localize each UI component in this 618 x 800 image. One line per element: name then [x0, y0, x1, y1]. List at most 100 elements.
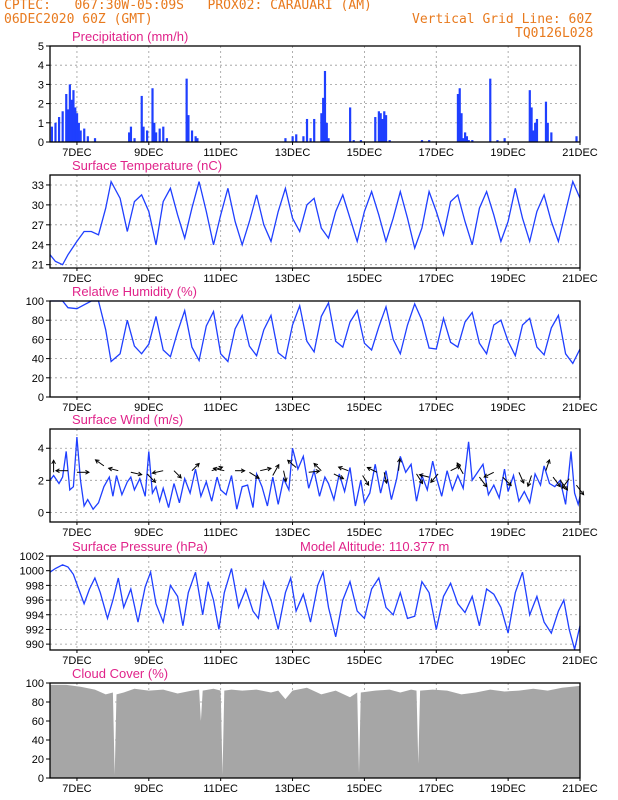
temp-ytick-label: 30	[32, 200, 44, 212]
wind-xtick-label: 21DEC	[562, 527, 598, 539]
precip-bar	[374, 117, 377, 142]
precip-bar	[302, 136, 305, 142]
wind-arrow	[430, 473, 439, 483]
wind-arrow-head	[275, 463, 280, 469]
wind-arrow	[416, 473, 423, 484]
precip-ytick-label: 0	[38, 137, 44, 149]
wind-arrow-head	[151, 470, 157, 475]
wind-arrow	[108, 467, 119, 472]
wind-arrow-head	[151, 478, 157, 484]
precip-bar	[162, 126, 165, 142]
precip-bar	[323, 70, 327, 142]
wind-xtick-label: 11DEC	[203, 527, 238, 539]
wind-xtick-label: 15DEC	[347, 527, 383, 539]
press-xtick-label: 13DEC	[275, 655, 311, 667]
press-ytick-label: 992	[26, 624, 44, 636]
press-ytick-label: 990	[26, 639, 44, 651]
wind-arrow	[313, 463, 322, 472]
wind-arrow-head	[218, 465, 224, 471]
precip-bar	[320, 113, 323, 142]
wind-xtick-label: 17DEC	[419, 527, 455, 539]
wind-arrow-head	[507, 481, 512, 487]
precip-bar	[465, 136, 469, 142]
wind-ytick-label: 4	[38, 443, 44, 455]
precip-bar	[295, 134, 298, 142]
cloud-xtick-label: 17DEC	[419, 783, 455, 795]
cloud-xtick-label: 19DEC	[490, 783, 526, 795]
wind-arrow	[173, 470, 182, 479]
temp-title: Surface Temperature (nC)	[72, 158, 222, 173]
press-ytick-label: 998	[26, 580, 44, 592]
precip-bar	[305, 118, 309, 142]
wind-arrow-head	[366, 466, 372, 472]
rh-ytick-label: 40	[32, 354, 44, 366]
wind-arrow	[287, 459, 297, 468]
cloud-panel: Cloud Cover (%) 0 20 40 60 80 100 7DEC 9DEC 11DEC…	[26, 666, 598, 795]
press-xtick-label: 7DEC	[62, 655, 91, 667]
precip-bar	[72, 90, 75, 142]
precip-xtick-label: 17DEC	[419, 147, 455, 159]
rh-xtick-label: 11DEC	[203, 402, 238, 414]
wind-arrow-head	[456, 462, 461, 468]
wind-arrow	[130, 471, 142, 476]
precip-bar	[528, 90, 531, 142]
wind-arrow-head	[364, 481, 370, 486]
wind-arrow-head	[255, 474, 260, 479]
wind-arrow-head	[195, 462, 200, 468]
wind-arrow-head	[51, 459, 56, 465]
precip-bar	[359, 140, 363, 142]
rh-frame	[49, 300, 581, 398]
precip-bar	[349, 107, 352, 142]
wind-arrow	[260, 467, 272, 472]
wind-xtick-label: 19DEC	[490, 527, 526, 539]
precip-bar	[86, 136, 89, 142]
precip-bar	[535, 118, 539, 142]
wind-arrow-head	[563, 485, 569, 491]
wind-arrow	[146, 473, 156, 483]
precip-bar	[534, 122, 537, 142]
precip-bar	[187, 115, 190, 142]
rh-xtick-label: 17DEC	[419, 402, 455, 414]
temp-xtick-label: 15DEC	[347, 273, 383, 285]
precip-xtick-label: 19DEC	[490, 147, 526, 159]
wind-arrow	[483, 471, 494, 478]
header-line1: CPTEC: 067:30W-05:09S PROX02: CARAUARI (…	[4, 0, 372, 13]
header-date: 06DEC2020 60Z (GMT)	[4, 12, 153, 27]
precip-bar	[165, 138, 168, 142]
precip-bar	[530, 107, 533, 142]
wind-arrow	[478, 476, 487, 488]
precip-bar	[496, 140, 499, 142]
cloud-cover-area	[50, 684, 580, 778]
precip-xtick-label: 15DEC	[347, 147, 383, 159]
wind-arrow	[450, 465, 461, 472]
cloud-xtick-label: 11DEC	[203, 783, 238, 795]
cloud-title: Cloud Cover (%)	[72, 666, 168, 681]
precip-bar	[325, 122, 328, 142]
cloud-ytick-label: 100	[26, 678, 44, 690]
precip-bar	[129, 126, 133, 142]
precip-bar	[544, 101, 548, 142]
temp-ytick-label: 33	[32, 180, 44, 192]
cloud-xtick-label: 7DEC	[62, 783, 91, 795]
precip-bar	[185, 78, 188, 142]
rh-xtick-label: 9DEC	[134, 402, 163, 414]
press-title: Surface Pressure (hPa)	[72, 539, 208, 554]
wind-arrow	[552, 476, 561, 488]
temp-xtick-label: 13DEC	[275, 273, 311, 285]
temp-xtick-label: 19DEC	[490, 273, 526, 285]
rh-xtick-label: 13DEC	[275, 402, 311, 414]
rh-xtick-label: 21DEC	[562, 402, 598, 414]
precip-bar	[57, 117, 61, 142]
temp-frame	[49, 174, 581, 269]
precip-bar	[428, 140, 431, 142]
rh-title: Relative Humidity (%)	[72, 284, 197, 299]
precip-bar	[550, 132, 553, 142]
press-xtick-label: 19DEC	[490, 655, 526, 667]
press-xtick-label: 15DEC	[347, 655, 383, 667]
wind-arrow	[249, 471, 260, 479]
precip-bar	[74, 107, 77, 142]
wind-arrow-head	[315, 469, 321, 474]
wind-arrow	[283, 470, 287, 482]
wind-arrow-head	[579, 490, 585, 496]
wind-series-line	[49, 436, 581, 511]
